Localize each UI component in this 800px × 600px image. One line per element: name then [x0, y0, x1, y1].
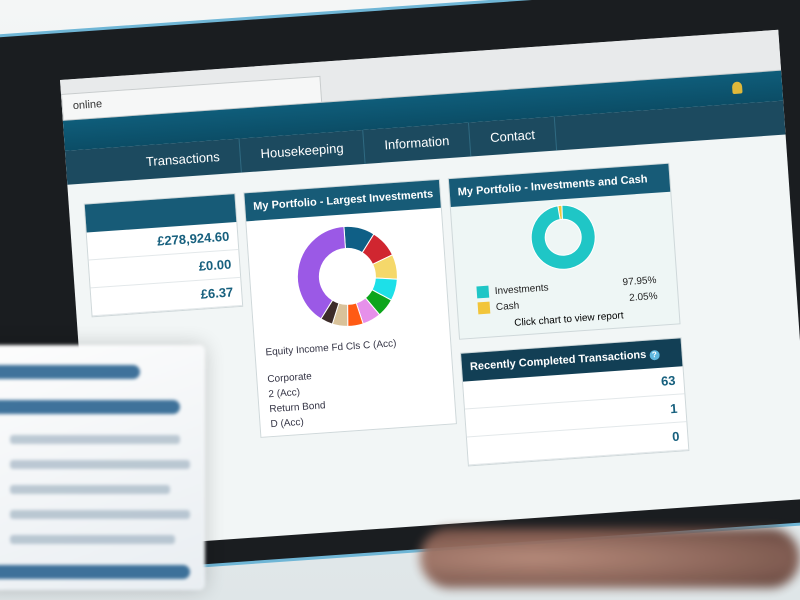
- largest-investments-panel: My Portfolio - Largest Investments Equit…: [243, 178, 457, 438]
- laptop-screen: online Transactions Housekeeping Informa…: [60, 29, 800, 549]
- legend-pct: 2.05%: [628, 290, 658, 304]
- legend-label: Investments: [494, 281, 549, 297]
- paper-band: [0, 400, 180, 414]
- paper-line: [10, 510, 190, 519]
- blurred-paper-document: [0, 345, 205, 590]
- paper-line: [10, 535, 175, 544]
- legend-swatch: [476, 285, 490, 299]
- blurred-finger: [420, 528, 800, 588]
- legend-label: Cash: [495, 300, 520, 313]
- donut-slice[interactable]: [529, 203, 597, 271]
- largest-investments-chart[interactable]: [246, 208, 449, 341]
- paper-line: [10, 460, 190, 469]
- paper-line: [10, 435, 180, 444]
- donut-slice[interactable]: [294, 226, 350, 321]
- panel-title-text: Recently Completed Transactions: [469, 348, 647, 374]
- paper-band: [0, 565, 190, 579]
- paper-line: [10, 485, 170, 494]
- legend-pct: 97.95%: [622, 274, 657, 288]
- investments-cash-chart[interactable]: [451, 192, 675, 279]
- user-icon[interactable]: [731, 81, 743, 95]
- question-circle-icon[interactable]: ?: [649, 349, 660, 361]
- legend-swatch: [477, 301, 491, 315]
- investments-cash-panel: My Portfolio - Investments and Cash Inve…: [447, 162, 681, 340]
- summary-panel: £278,924.60 £0.00 £6.37: [83, 193, 244, 318]
- nav-contact[interactable]: Contact: [469, 116, 558, 157]
- recent-transactions-panel: Recently Completed Transactions ? 63 1 0: [460, 337, 690, 467]
- paper-band: [0, 365, 140, 379]
